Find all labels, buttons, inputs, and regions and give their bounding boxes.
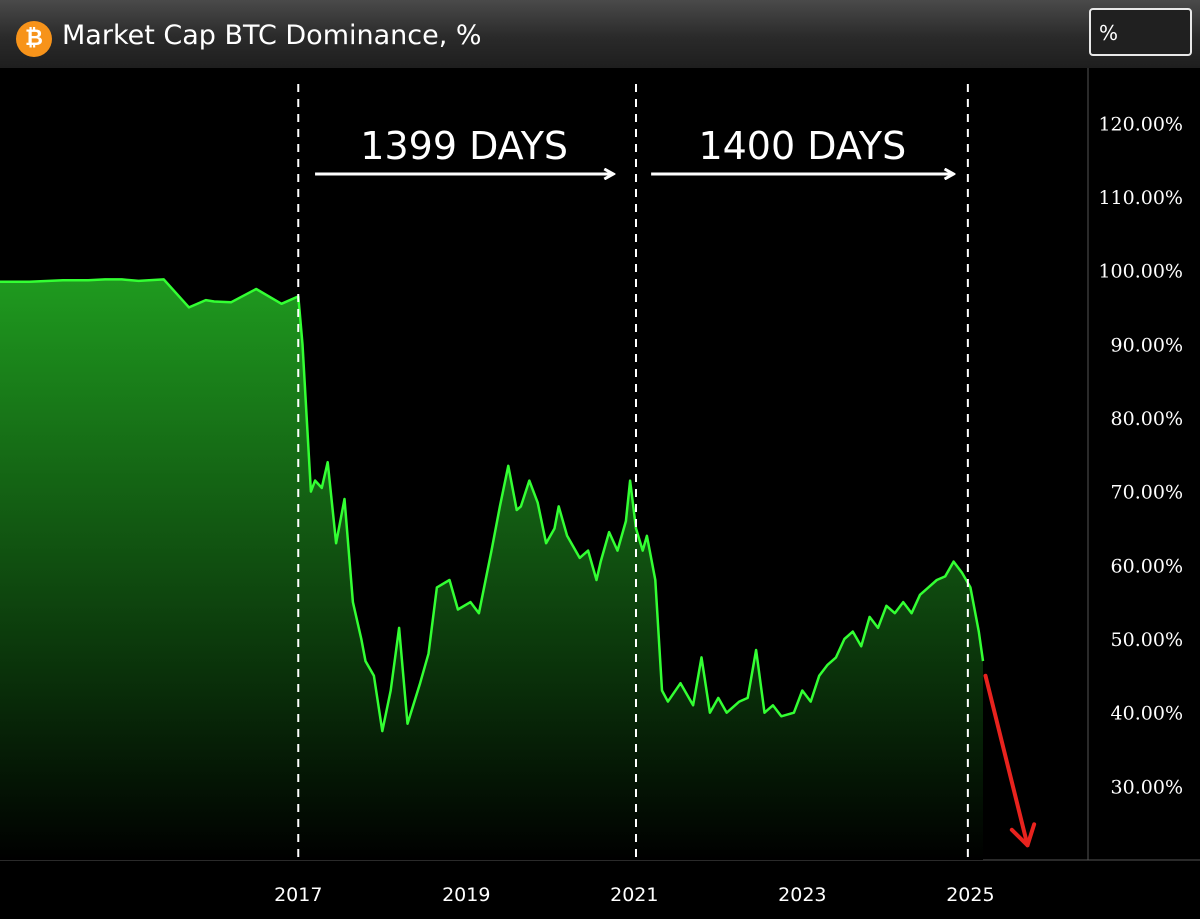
dominance-line <box>0 278 985 733</box>
y-tick-label: 80.00% <box>1111 408 1183 430</box>
trend-arrow-shaft <box>983 673 1030 848</box>
chart-header: ₿ Market Cap BTC Dominance, % % <box>0 0 1200 69</box>
dominance-area <box>0 279 983 860</box>
y-tick-label: 40.00% <box>1111 703 1183 725</box>
y-tick-label: 120.00% <box>1098 113 1183 135</box>
y-tick-label: 60.00% <box>1111 555 1183 577</box>
y-tick-label: 30.00% <box>1111 776 1183 798</box>
x-tick-label: 2025 <box>946 884 994 906</box>
area-layer <box>0 278 985 860</box>
x-axis-ticks: 2017 2019 2021 2023 2025 <box>274 884 994 906</box>
y-axis-ticks: 30.00% 40.00% 50.00% 60.00% 70.00% 80.00% 90.0… <box>1098 113 1183 798</box>
x-tick-label: 2023 <box>778 884 826 906</box>
y-tick-label: 90.00% <box>1111 334 1183 356</box>
trend-arrow-head <box>1009 822 1037 848</box>
y-tick-label: 110.00% <box>1098 187 1183 209</box>
chart-title: Market Cap BTC Dominance, % <box>62 20 482 51</box>
x-tick-label: 2017 <box>274 884 322 906</box>
y-tick-label: 50.00% <box>1111 629 1183 651</box>
annotations: 1399 DAYS 1400 DAYS <box>315 124 1037 848</box>
x-tick-label: 2021 <box>610 884 658 906</box>
y-tick-label: 70.00% <box>1111 482 1183 504</box>
y-tick-label: 100.00% <box>1098 261 1183 283</box>
unit-selector-label: % <box>1099 21 1119 45</box>
unit-selector[interactable]: % <box>1089 8 1192 56</box>
dominance-chart: 1399 DAYS 1400 DAYS 30.00% 40.00% 50.00% 60.… <box>0 68 1200 919</box>
x-tick-label: 2019 <box>442 884 490 906</box>
bitcoin-icon: ₿ <box>16 21 52 57</box>
annotation-label-2: 1400 DAYS <box>698 124 906 168</box>
vertical-markers <box>297 84 969 860</box>
annotation-label-1: 1399 DAYS <box>360 124 568 168</box>
